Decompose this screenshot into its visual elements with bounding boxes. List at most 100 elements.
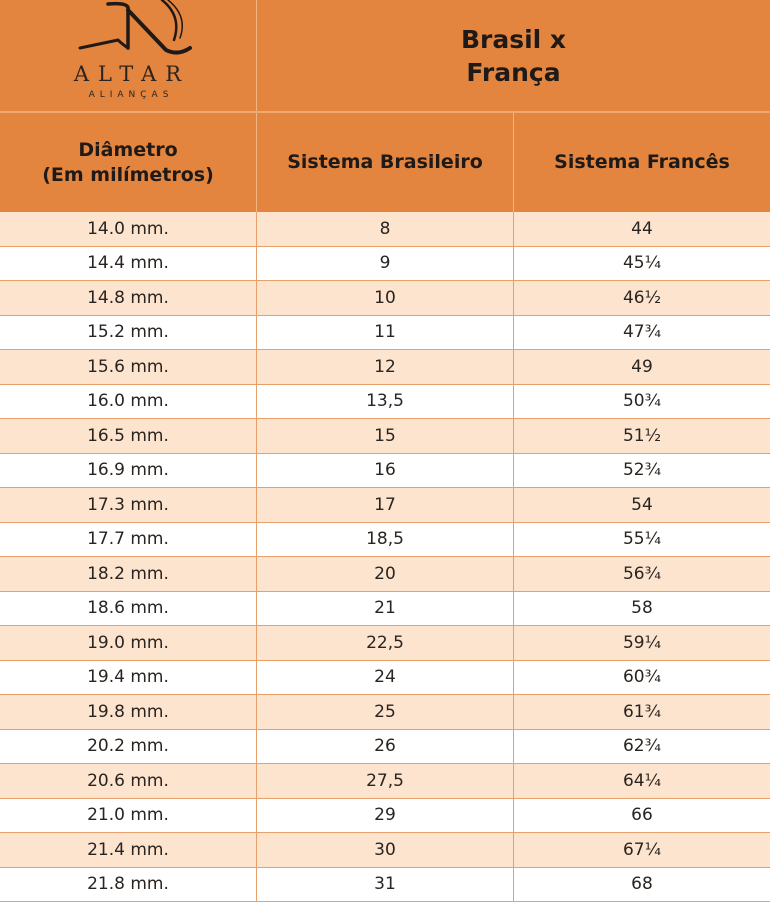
diameter-cell: 15.6 mm. xyxy=(0,350,256,384)
table-header: Diâmetro (Em milímetros) Sistema Brasile… xyxy=(0,111,770,212)
brazil-size-cell: 26 xyxy=(257,730,513,764)
brazil-size-cell: 13,5 xyxy=(257,385,513,419)
column-divider xyxy=(513,281,514,315)
brazil-size-cell: 22,5 xyxy=(257,626,513,660)
header-france: Sistema Francês xyxy=(514,113,770,212)
brand-name: ALTAR xyxy=(0,62,256,86)
brazil-size-cell: 27,5 xyxy=(257,764,513,798)
title-line-2: França xyxy=(466,56,560,89)
column-divider xyxy=(513,764,514,798)
france-size-cell: 60¾ xyxy=(514,661,770,695)
column-divider xyxy=(513,419,514,453)
france-size-cell: 51½ xyxy=(514,419,770,453)
diameter-cell: 19.8 mm. xyxy=(0,695,256,729)
france-size-cell: 49 xyxy=(514,350,770,384)
brazil-size-cell: 9 xyxy=(257,247,513,281)
column-divider xyxy=(513,592,514,626)
brazil-size-cell: 11 xyxy=(257,316,513,350)
column-divider xyxy=(513,557,514,591)
chart-title: Brasil x França xyxy=(257,0,770,111)
column-divider xyxy=(513,695,514,729)
column-divider xyxy=(256,454,257,488)
column-divider xyxy=(256,799,257,833)
header-diameter-line2: (Em milímetros) xyxy=(42,163,214,188)
column-divider xyxy=(513,799,514,833)
diameter-cell: 20.2 mm. xyxy=(0,730,256,764)
column-divider xyxy=(513,350,514,384)
france-size-cell: 58 xyxy=(514,592,770,626)
brazil-size-cell: 30 xyxy=(257,833,513,867)
france-size-cell: 50¾ xyxy=(514,385,770,419)
diameter-cell: 19.0 mm. xyxy=(0,626,256,660)
diameter-cell: 16.5 mm. xyxy=(0,419,256,453)
diameter-cell: 16.9 mm. xyxy=(0,454,256,488)
stylized-a-logo-icon xyxy=(70,0,200,56)
column-divider xyxy=(256,281,257,315)
column-divider xyxy=(256,730,257,764)
france-size-cell: 45¼ xyxy=(514,247,770,281)
column-divider xyxy=(256,626,257,660)
france-size-cell: 54 xyxy=(514,488,770,522)
brand-subtitle: ALIANÇAS xyxy=(0,90,256,100)
brazil-size-cell: 18,5 xyxy=(257,523,513,557)
column-divider xyxy=(513,661,514,695)
brazil-size-cell: 24 xyxy=(257,661,513,695)
column-divider xyxy=(256,385,257,419)
column-divider xyxy=(256,557,257,591)
france-size-cell: 62¾ xyxy=(514,730,770,764)
column-divider xyxy=(513,730,514,764)
diameter-cell: 20.6 mm. xyxy=(0,764,256,798)
france-size-cell: 59¼ xyxy=(514,626,770,660)
france-size-cell: 64¼ xyxy=(514,764,770,798)
brazil-size-cell: 21 xyxy=(257,592,513,626)
diameter-cell: 18.2 mm. xyxy=(0,557,256,591)
diameter-cell: 19.4 mm. xyxy=(0,661,256,695)
diameter-cell: 17.3 mm. xyxy=(0,488,256,522)
france-size-cell: 56¾ xyxy=(514,557,770,591)
diameter-cell: 14.0 mm. xyxy=(0,212,256,246)
title-line-1: Brasil x xyxy=(461,23,566,56)
france-size-cell: 61¾ xyxy=(514,695,770,729)
column-divider xyxy=(513,523,514,557)
title-banner: ALTAR ALIANÇAS Brasil x França xyxy=(0,0,770,111)
column-divider xyxy=(256,419,257,453)
brazil-size-cell: 12 xyxy=(257,350,513,384)
diameter-cell: 17.7 mm. xyxy=(0,523,256,557)
brazil-size-cell: 17 xyxy=(257,488,513,522)
france-size-cell: 67¼ xyxy=(514,833,770,867)
brazil-size-cell: 16 xyxy=(257,454,513,488)
diameter-cell: 14.8 mm. xyxy=(0,281,256,315)
column-divider xyxy=(256,212,257,246)
column-divider xyxy=(256,316,257,350)
france-size-cell: 68 xyxy=(514,868,770,902)
diameter-cell: 21.8 mm. xyxy=(0,868,256,902)
column-divider xyxy=(256,488,257,522)
column-divider xyxy=(513,626,514,660)
column-divider xyxy=(513,833,514,867)
diameter-cell: 15.2 mm. xyxy=(0,316,256,350)
column-divider xyxy=(513,454,514,488)
diameter-cell: 21.4 mm. xyxy=(0,833,256,867)
column-divider xyxy=(256,350,257,384)
diameter-cell: 14.4 mm. xyxy=(0,247,256,281)
column-divider xyxy=(256,695,257,729)
header-brazil: Sistema Brasileiro xyxy=(257,113,513,212)
column-divider xyxy=(256,833,257,867)
brazil-size-cell: 10 xyxy=(257,281,513,315)
